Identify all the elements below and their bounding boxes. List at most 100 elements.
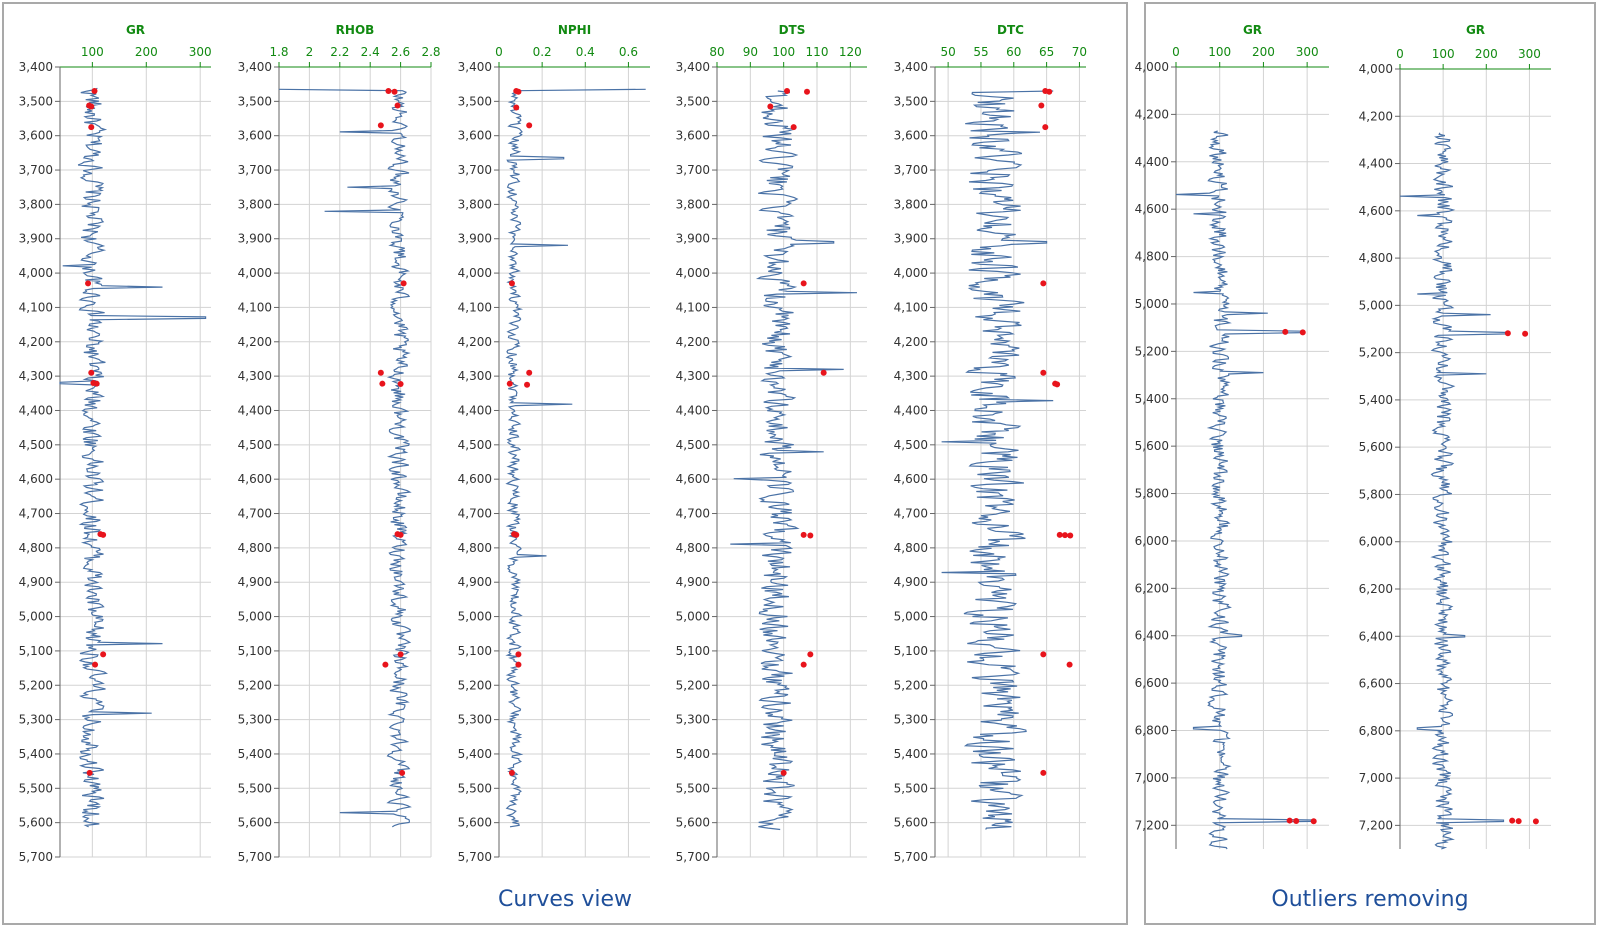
x-tick-label: 2.6 — [391, 45, 410, 59]
y-tick-label: 5,500 — [458, 781, 492, 795]
y-tick-label: 3,600 — [19, 129, 53, 143]
track-gr-1: GR 3,400 3,500 3,600 3,700 3,800 3,900 4,000 4,1… — [19, 23, 212, 864]
x-tick-label: 100 — [81, 45, 104, 59]
outlier-point — [1056, 531, 1063, 538]
outlier-point — [1040, 369, 1047, 376]
y-tick-label: 4,400 — [1359, 157, 1393, 171]
outlier-point — [397, 651, 404, 658]
x-tick-label: 300 — [1518, 47, 1541, 61]
outlier-point — [92, 661, 99, 668]
track-title: GR — [126, 23, 145, 37]
y-tick-label: 4,900 — [458, 575, 492, 589]
y-tick-label: 4,400 — [1135, 155, 1169, 169]
y-tick-label: 5,200 — [676, 678, 710, 692]
y-tick-label: 5,000 — [238, 610, 272, 624]
y-tick-label: 4,600 — [458, 472, 492, 486]
outlier-point — [93, 380, 100, 387]
y-tick-label: 4,500 — [894, 438, 928, 452]
outlier-point — [1040, 280, 1047, 287]
y-tick-label: 4,300 — [458, 369, 492, 383]
y-tick-label: 4,900 — [238, 575, 272, 589]
y-tick-label: 3,400 — [676, 60, 710, 74]
outlier-point — [508, 769, 515, 776]
y-tick-label: 4,500 — [238, 438, 272, 452]
y-tick-label: 5,400 — [894, 747, 928, 761]
outlier-point — [800, 280, 807, 287]
y-tick-label: 3,800 — [894, 197, 928, 211]
x-tick-label: 65 — [1039, 45, 1054, 59]
y-tick-label: 5,200 — [1135, 344, 1169, 358]
y-tick-label: 5,700 — [676, 850, 710, 864]
x-tick-label: 120 — [839, 45, 862, 59]
outlier-point — [506, 380, 513, 387]
y-tick-label: 3,800 — [238, 197, 272, 211]
y-tick-label: 4,200 — [238, 335, 272, 349]
x-tick-label: 2.8 — [421, 45, 440, 59]
track-gr-6: GR 4,000 4,200 4,400 4,600 4,800 5,000 5,200 5,4… — [1135, 23, 1329, 850]
outlier-point — [784, 88, 790, 95]
y-tick-label: 4,200 — [19, 335, 53, 349]
y-tick-label: 4,800 — [1135, 250, 1169, 264]
y-tick-label: 5,100 — [19, 644, 53, 658]
outlier-point — [1522, 330, 1529, 337]
track-title: GR — [1243, 23, 1262, 37]
y-tick-label: 4,400 — [458, 403, 492, 417]
outlier-point — [800, 661, 807, 668]
outlier-point — [1061, 532, 1068, 539]
x-tick-label: 0.6 — [619, 45, 638, 59]
y-tick-label: 6,800 — [1359, 724, 1393, 738]
outlier-point — [508, 280, 515, 287]
y-tick-label: 4,500 — [19, 438, 53, 452]
y-tick-label: 5,700 — [458, 850, 492, 864]
outlier-point — [377, 369, 384, 376]
x-tick-label: 2.2 — [330, 45, 349, 59]
y-tick-label: 4,600 — [1359, 204, 1393, 218]
y-tick-label: 3,800 — [19, 197, 53, 211]
log-curve — [1175, 130, 1313, 850]
y-tick-label: 5,200 — [238, 678, 272, 692]
log-curve — [941, 90, 1054, 830]
outlier-point — [1066, 661, 1073, 668]
y-tick-label: 4,300 — [676, 369, 710, 383]
y-tick-label: 3,900 — [19, 232, 53, 246]
y-tick-label: 3,900 — [894, 232, 928, 246]
curves-view-caption: Curves view — [497, 887, 633, 912]
y-tick-label: 5,100 — [458, 644, 492, 658]
y-tick-label: 4,400 — [676, 403, 710, 417]
y-tick-label: 6,400 — [1135, 629, 1169, 643]
y-tick-label: 4,800 — [458, 541, 492, 555]
outlier-point — [1046, 88, 1053, 95]
outlier-point — [1054, 381, 1061, 388]
y-tick-label: 3,700 — [894, 163, 928, 177]
y-tick-label: 3,700 — [238, 163, 272, 177]
y-tick-label: 3,500 — [894, 94, 928, 108]
track-dtc-5: DTC 3,400 3,500 3,600 3,700 3,800 3,900 4,000 4,… — [894, 23, 1087, 864]
y-tick-label: 4,000 — [676, 266, 710, 280]
track-title: RHOB — [336, 23, 375, 37]
x-tick-label: 100 — [772, 45, 795, 59]
y-tick-label: 4,200 — [1135, 107, 1169, 121]
track-title: DTC — [997, 23, 1024, 37]
x-tick-label: 100 — [1208, 45, 1231, 59]
y-tick-label: 3,500 — [676, 94, 710, 108]
y-tick-label: 5,200 — [1359, 346, 1393, 360]
outlier-point — [88, 124, 95, 131]
x-tick-label: 300 — [1296, 45, 1319, 59]
y-tick-label: 3,400 — [894, 60, 928, 74]
y-tick-label: 3,700 — [458, 163, 492, 177]
y-tick-label: 6,200 — [1135, 581, 1169, 595]
y-tick-label: 4,000 — [894, 266, 928, 280]
y-tick-label: 3,500 — [19, 94, 53, 108]
outlier-point — [397, 531, 404, 538]
outlier-point — [513, 104, 520, 111]
outlier-point — [88, 369, 95, 376]
y-tick-label: 6,800 — [1135, 724, 1169, 738]
y-tick-label: 6,600 — [1359, 677, 1393, 691]
x-tick-label: 0 — [495, 45, 503, 59]
outlier-point — [515, 651, 522, 658]
y-tick-label: 4,500 — [458, 438, 492, 452]
y-tick-label: 6,000 — [1135, 534, 1169, 548]
y-tick-label: 3,900 — [458, 232, 492, 246]
y-tick-label: 5,600 — [1359, 440, 1393, 454]
y-tick-label: 5,600 — [458, 816, 492, 830]
